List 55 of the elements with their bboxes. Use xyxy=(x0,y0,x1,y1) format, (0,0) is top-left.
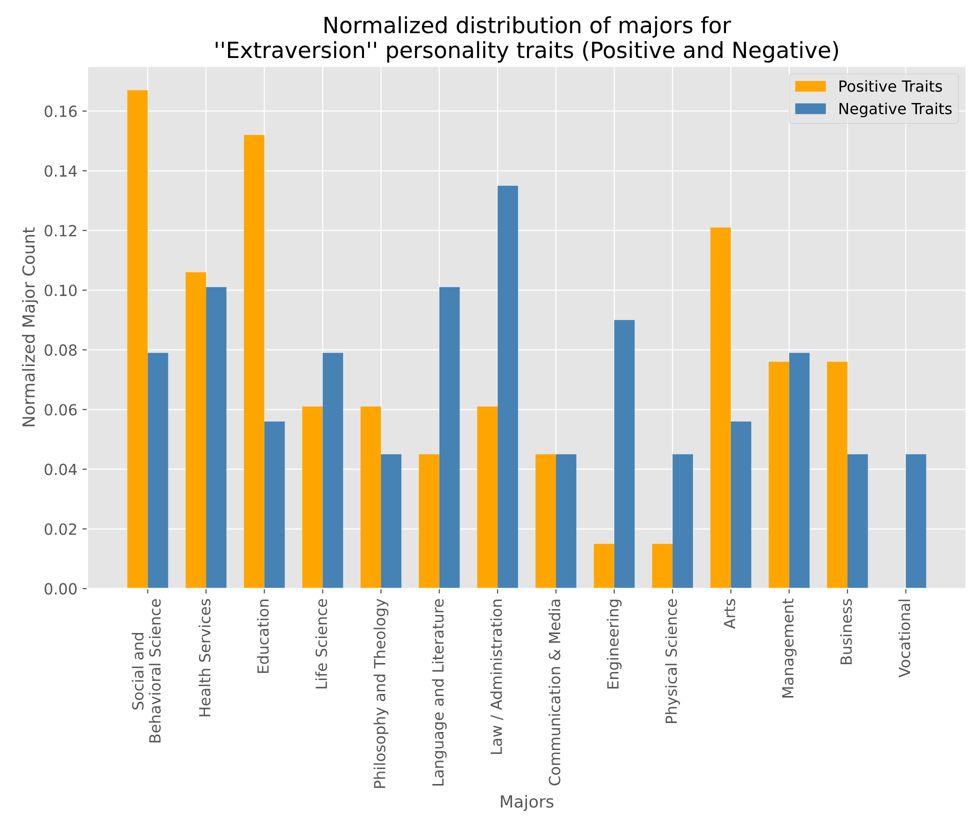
bar xyxy=(672,454,693,589)
bar xyxy=(536,454,556,589)
y-tick-label: 0.06 xyxy=(44,404,77,416)
y-axis-title: Normalized Major Count xyxy=(22,227,38,426)
y-tick-label: 0.10 xyxy=(44,284,77,296)
bar xyxy=(789,352,810,589)
y-tick-label: 0.12 xyxy=(44,224,76,236)
bar xyxy=(380,454,402,589)
y-tick-label: 0.16 xyxy=(44,106,77,118)
bar xyxy=(127,90,148,589)
x-tick-label: Law / Administration xyxy=(490,600,504,754)
y-tick-label: 0.02 xyxy=(44,523,76,535)
bar xyxy=(594,544,614,589)
bar xyxy=(498,186,518,589)
x-tick-label: Physical Science xyxy=(665,599,680,724)
x-tick-label: Philosophy and Theology xyxy=(374,598,388,788)
bar xyxy=(847,454,868,589)
bar xyxy=(439,287,460,589)
chart-title: Normalized distribution of majors for ''Extraversion'' personality traits (Positive and Negative) xyxy=(216,16,838,63)
x-axis-title: Majors xyxy=(500,794,554,812)
x-tick-label: Management xyxy=(782,598,797,698)
bar xyxy=(264,421,285,589)
bar xyxy=(556,454,576,589)
bar xyxy=(244,134,264,589)
bar xyxy=(418,454,440,589)
x-tick-label: Business xyxy=(840,599,852,664)
legend-label: Positive Traits xyxy=(840,80,942,92)
bar xyxy=(360,406,381,589)
x-tick-label: Health Services xyxy=(198,599,210,716)
x-tick-label: Vocational xyxy=(898,600,910,678)
bar xyxy=(614,320,635,589)
x-tick-label: Education xyxy=(256,600,269,673)
legend-label: Negative Traits xyxy=(840,102,952,118)
bar xyxy=(652,544,673,589)
y-tick-label: 0.08 xyxy=(44,344,77,356)
bar xyxy=(730,421,752,589)
bar xyxy=(206,287,226,589)
x-tick-label: Language and Literature xyxy=(432,599,447,786)
x-tick-label: Social and Behavioral Science xyxy=(132,599,161,742)
bar xyxy=(477,406,498,589)
bar xyxy=(302,406,323,589)
bar xyxy=(710,227,731,589)
y-tick-label: 0.04 xyxy=(44,464,77,476)
bar xyxy=(186,272,206,589)
x-tick-label: Arts xyxy=(724,599,736,629)
bar xyxy=(768,362,790,589)
x-tick-label: Engineering xyxy=(606,600,622,688)
y-tick-label: 0.14 xyxy=(44,165,77,177)
bar xyxy=(827,362,848,589)
bar xyxy=(322,352,344,589)
bar xyxy=(906,454,926,589)
x-tick-label: Life Science xyxy=(315,599,328,688)
y-tick-label: 0.00 xyxy=(44,583,77,595)
bar xyxy=(148,352,168,589)
x-tick-label: Communication & Media xyxy=(548,600,560,786)
